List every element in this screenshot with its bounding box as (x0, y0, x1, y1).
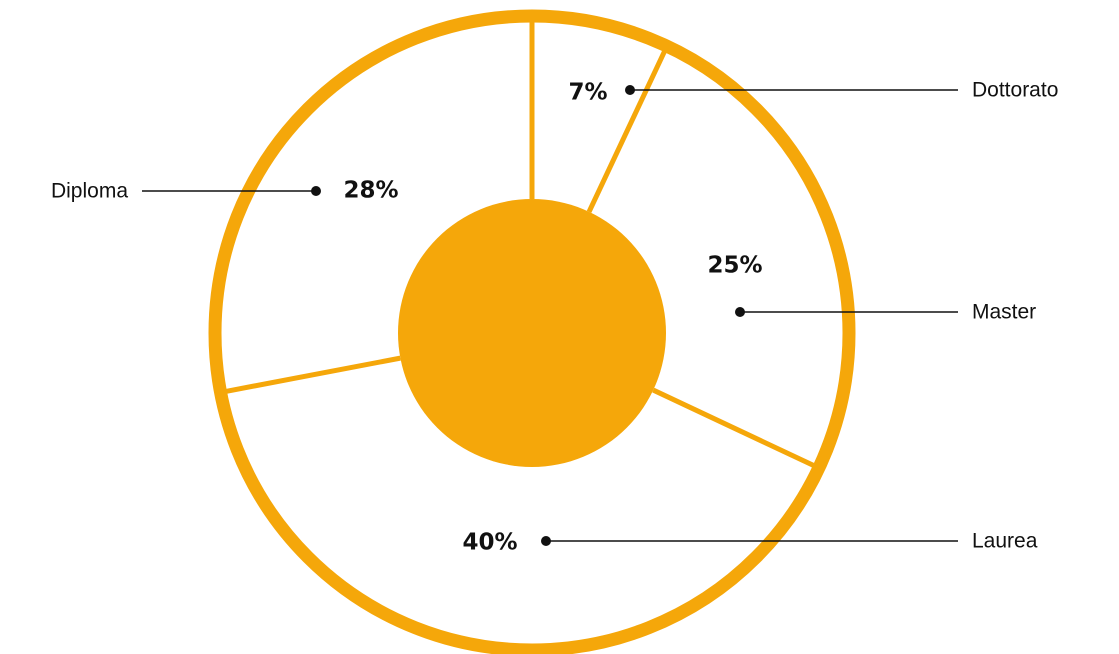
slice-value-label: 7% (568, 80, 607, 106)
slice-value-label: 25% (707, 253, 762, 279)
slice-divider (226, 355, 401, 394)
slice-dividers (226, 22, 815, 468)
center-disc (398, 199, 666, 467)
slice-category-label: Diploma (51, 180, 128, 203)
slice-value-label: 28% (343, 178, 398, 204)
outer-ring (208, 9, 856, 654)
slice-category-label: Dottorato (972, 79, 1058, 102)
slice-divider (586, 50, 667, 213)
callouts: 7% Dottorato 25% Master 40% Laurea 28% Diploma (51, 79, 1058, 556)
slice-divider (652, 387, 815, 468)
slice-category-label: Laurea (972, 530, 1038, 553)
slice-category-label: Master (972, 301, 1036, 324)
slice-value-label: 40% (462, 530, 517, 556)
